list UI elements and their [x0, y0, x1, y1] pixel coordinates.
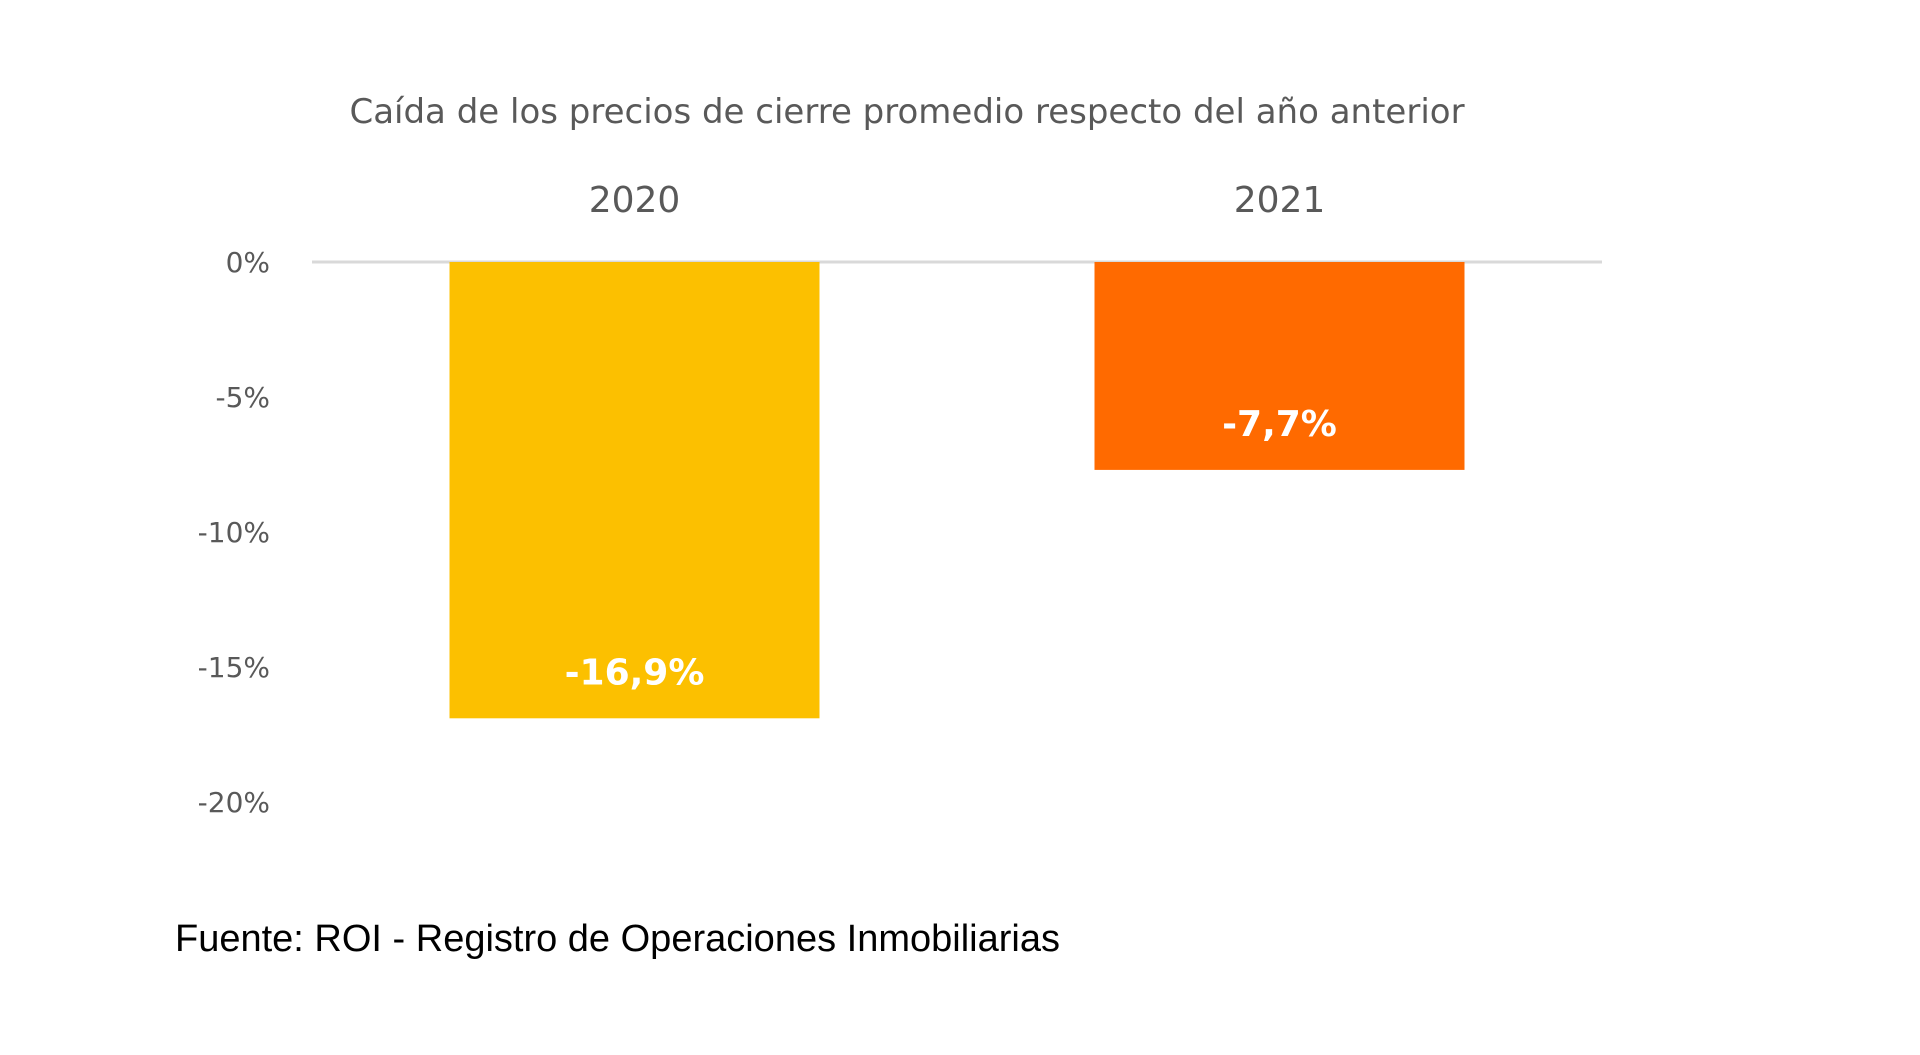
category-labels: 2020 2021 — [589, 180, 1326, 221]
bar-2020 — [449, 262, 820, 719]
y-tick-label: -20% — [198, 786, 270, 819]
source-note: Fuente: ROI - Registro de Operaciones In… — [175, 918, 1060, 960]
bar-2021 — [1094, 262, 1465, 470]
data-label-2021: -7,7% — [1222, 404, 1337, 445]
category-label-2020: 2020 — [589, 180, 681, 221]
category-label-2021: 2021 — [1234, 180, 1326, 221]
chart-title: Caída de los precios de cierre promedio … — [349, 92, 1464, 132]
y-tick-label: 0% — [226, 246, 270, 279]
y-axis-ticks: 0% -5% -10% -15% -20% — [198, 246, 270, 819]
y-tick-label: -10% — [198, 516, 270, 549]
bars-group — [449, 262, 1465, 719]
y-tick-label: -5% — [215, 381, 270, 414]
data-labels: -16,9% -7,7% — [565, 404, 1337, 693]
data-label-2020: -16,9% — [565, 652, 705, 693]
y-tick-label: -15% — [198, 651, 270, 684]
